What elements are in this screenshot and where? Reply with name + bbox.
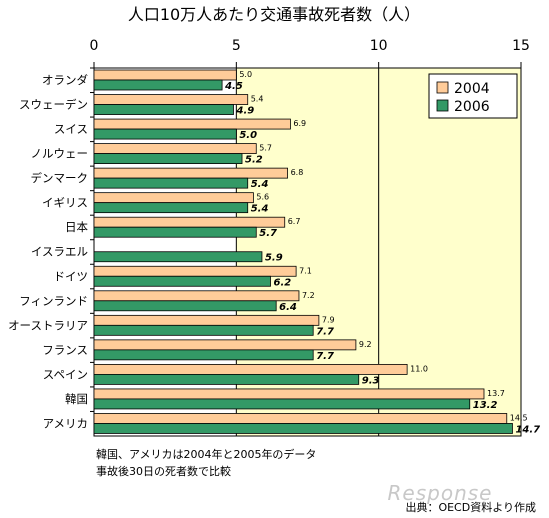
value-label-2006: 5.7 <box>259 228 277 239</box>
value-label-2006: 5.4 <box>251 179 269 190</box>
watermark-logo: Response <box>388 481 493 505</box>
note-line-2: 事故後30日の死者数で比較 <box>96 464 231 478</box>
bar-2006 <box>93 324 314 336</box>
bar-2006 <box>93 349 314 361</box>
category-label: イスラエル <box>31 245 88 259</box>
bar-2004 <box>93 388 485 400</box>
category-labels: オランダスウェーデンスイスノルウェーデンマークイギリス日本イスラエルドイツフィン… <box>8 67 94 430</box>
value-label-2006: 13.2 <box>473 400 498 411</box>
legend-swatch <box>436 81 449 94</box>
value-label-2006: 5.9 <box>265 253 283 264</box>
bar-2004 <box>93 216 286 228</box>
bar-2004 <box>93 143 257 155</box>
value-label-2006: 6.4 <box>279 302 297 313</box>
category-label: 日本 <box>65 220 88 234</box>
legend-swatch <box>436 99 449 112</box>
value-label-2004: 5.7 <box>259 144 272 153</box>
category-label: オーストラリア <box>8 318 88 332</box>
bar-2006 <box>93 128 237 140</box>
bar-2004 <box>93 413 508 424</box>
category-label: スイス <box>54 122 88 136</box>
bar-2004 <box>93 314 320 326</box>
value-labels: 5.04.55.44.96.95.05.75.26.85.45.65.46.75… <box>224 70 540 435</box>
value-label-2006: 4.9 <box>235 106 254 117</box>
x-tick-labels: 0 5 10 15 <box>90 38 530 68</box>
value-label-2004: 13.7 <box>487 389 505 398</box>
bar-2004 <box>93 290 300 302</box>
x-tick-label: 0 <box>90 38 99 54</box>
value-label-2004: 5.0 <box>239 70 252 79</box>
bar-2006 <box>93 177 249 189</box>
bar-2006 <box>93 202 249 214</box>
x-tick-label: 15 <box>512 38 530 54</box>
value-label-2006: 7.7 <box>316 351 334 362</box>
bar-2006 <box>93 373 360 385</box>
bar-2006 <box>93 398 471 410</box>
category-label: スウェーデン <box>19 98 88 112</box>
value-label-2004: 11.0 <box>410 364 428 373</box>
category-label: スペイン <box>43 367 88 381</box>
bar-2006 <box>93 251 263 263</box>
bar-2006 <box>93 79 223 91</box>
value-label-2004: 5.6 <box>256 193 269 202</box>
legend-label: 2004 <box>454 81 490 97</box>
bar-2004 <box>93 192 254 204</box>
category-label: フィンランド <box>19 294 88 308</box>
value-label-2004: 6.7 <box>288 217 301 226</box>
bar-2006 <box>93 104 234 115</box>
category-label: アメリカ <box>43 416 88 430</box>
value-label-2004: 5.4 <box>251 95 264 104</box>
value-label-2004: 7.1 <box>299 266 312 275</box>
bar-2006 <box>93 153 243 165</box>
bar-2006 <box>93 226 257 238</box>
value-label-2004: 6.9 <box>293 119 306 128</box>
category-label: 韓国 <box>65 392 88 406</box>
x-tick-label: 5 <box>232 38 241 54</box>
bar-2004 <box>93 118 291 130</box>
source-note: 出典：OECD資料より作成 <box>405 500 536 514</box>
bar-2004 <box>93 69 237 81</box>
category-label: オランダ <box>42 73 88 87</box>
legend: 2004 2006 <box>428 73 518 119</box>
value-label-2006: 5.4 <box>251 204 269 215</box>
category-label: ドイツ <box>54 269 89 283</box>
x-tick-label: 10 <box>370 38 388 54</box>
value-label-2004: 7.2 <box>302 291 315 300</box>
value-label-2004: 14.5 <box>510 413 528 422</box>
bar-2004 <box>93 265 297 277</box>
value-label-2004: 7.9 <box>322 315 335 324</box>
category-label: デンマーク <box>31 171 89 185</box>
category-label: ノルウェー <box>31 147 89 161</box>
bars <box>93 69 513 434</box>
category-label: イギリス <box>42 196 88 210</box>
value-label-2006: 9.3 <box>362 375 380 386</box>
value-label-2006: 7.7 <box>316 326 334 337</box>
bar-2006 <box>93 423 513 434</box>
value-label-2006: 4.5 <box>224 81 243 92</box>
bar-2006 <box>93 275 271 287</box>
value-label-2004: 9.2 <box>359 340 372 349</box>
value-label-2006: 6.2 <box>273 277 291 288</box>
bar-2004 <box>93 167 288 179</box>
bar-2004 <box>93 339 357 351</box>
chart-title: 人口10万人あたり交通事故死者数（人） <box>128 5 420 24</box>
value-label-2004: 6.8 <box>291 168 304 177</box>
value-label-2006: 5.2 <box>245 155 263 166</box>
legend-label: 2006 <box>454 99 490 115</box>
note-line-1: 韓国、アメリカは2004年と2005年のデータ <box>96 447 316 461</box>
bar-2004 <box>93 94 249 105</box>
bar-2006 <box>93 300 277 312</box>
value-label-2006: 5.0 <box>239 130 257 141</box>
category-label: フランス <box>42 343 88 357</box>
bar-2004 <box>93 363 408 375</box>
value-label-2006: 14.7 <box>515 424 540 435</box>
